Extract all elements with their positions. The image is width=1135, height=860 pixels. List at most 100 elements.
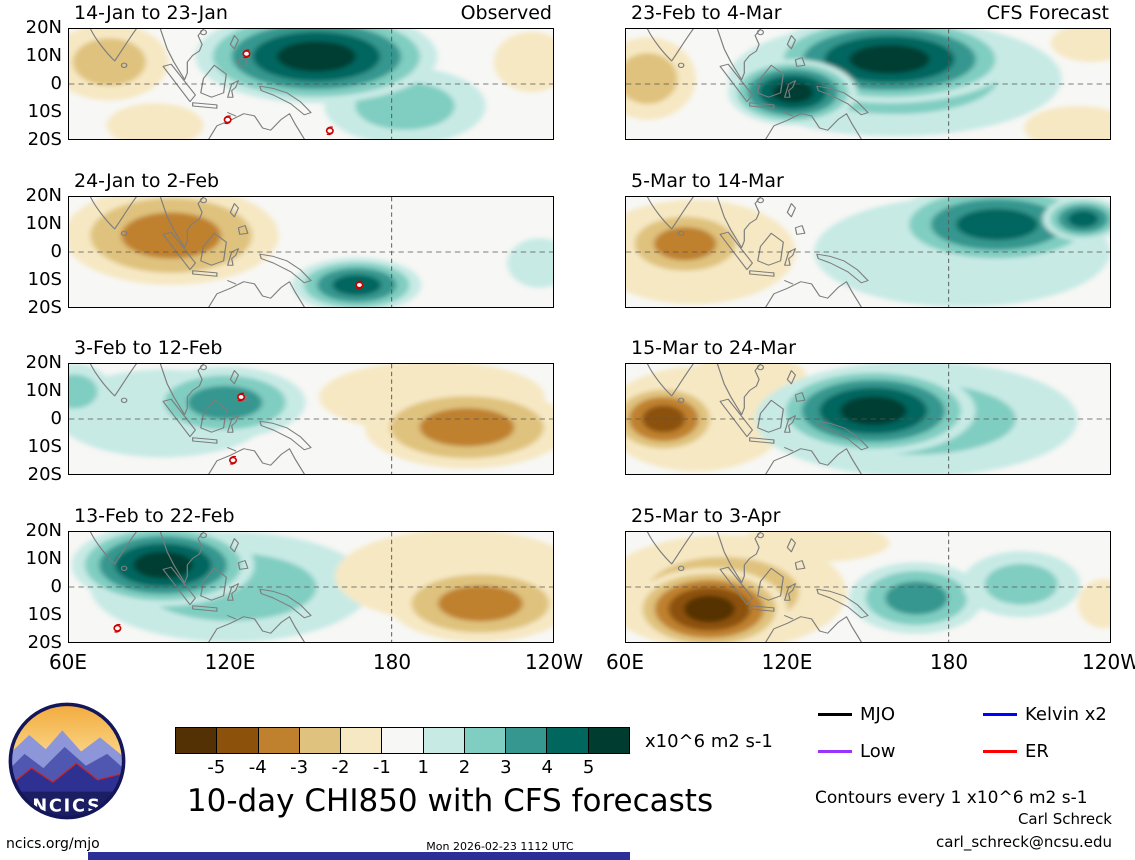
timestamp: Mon 2026-02-23 1112 UTC [426,840,574,853]
y-axis-label: 10S [27,604,62,625]
panel-tag: Observed [460,2,552,24]
legend-label: ER [1025,741,1049,762]
map-panel-4 [68,531,554,643]
map-field [69,29,553,139]
panel-tag: CFS Forecast [986,2,1109,24]
panel-date-range: 15-Mar to 24-Mar [631,337,796,359]
ncics-logo: NCICS [8,702,126,820]
y-axis-label: 20S [27,129,62,150]
map-panel-5 [625,28,1111,140]
map-field [626,532,1110,642]
panel-date-range: 13-Feb to 22-Feb [74,505,235,527]
legend-item: Kelvin x2 [983,704,1135,725]
colorbar-tick-label: -3 [290,757,309,778]
x-axis-label: 180 [929,650,969,674]
x-axis-label: 120W [1082,650,1135,674]
legend-label: Low [860,741,896,762]
colorbar-cell [299,728,342,753]
contour-note: Contours every 1 x10^6 m2 s-1 [815,788,1088,808]
colorbar-tick-label: 2 [458,757,471,778]
colorbar-tick-label: -1 [372,757,391,778]
bottom-blue-bar [88,852,630,860]
panel-date-range: 14-Jan to 23-Jan [74,2,228,24]
panel-date-range: 25-Mar to 3-Apr [631,505,781,527]
panel-title-row: 14-Jan to 23-Jan Observed [68,2,554,24]
x-axis-label: 120W [525,650,583,674]
x-axis-label: 180 [372,650,412,674]
map-panel-2 [68,196,554,308]
legend-item: ER [983,741,1135,762]
panel-title-row: 3-Feb to 12-Feb [68,337,554,359]
logo-ring [8,702,126,820]
legend-line [818,750,852,753]
legend-label: Kelvin x2 [1025,704,1107,725]
y-axis-label: 20N [25,520,62,541]
logo-text: NCICS [32,797,101,817]
map-field [626,364,1110,474]
legend-label: MJO [860,704,896,725]
y-axis-label: 10N [25,45,62,66]
map-panel-8 [625,531,1111,643]
panel-title-row: 15-Mar to 24-Mar [625,337,1111,359]
map-panel-3 [68,363,554,475]
map-field [626,197,1110,307]
map-panel-1 [68,28,554,140]
panel-title-row: 13-Feb to 22-Feb [68,505,554,527]
map-field [69,532,553,642]
x-axis-label: 60E [48,650,88,674]
panel-date-range: 23-Feb to 4-Mar [631,2,782,24]
map-panel-6 [625,196,1111,308]
colorbar-tick-label: -5 [207,757,226,778]
colorbar-tick-label: 4 [541,757,553,778]
y-axis-label: 0 [50,73,62,94]
legend-line [818,713,852,716]
legend: MJO Kelvin x2 Low ER [818,704,1135,762]
y-axis-label: 20N [25,352,62,373]
legend-line [983,750,1017,753]
colorbar-cell [258,728,300,753]
colorbar-cell [382,728,424,753]
colorbar-tick-label: 3 [500,757,512,778]
y-axis-label: 0 [50,576,62,597]
colorbar-cell [464,728,507,753]
y-axis-label: 10N [25,548,62,569]
colorbar-tick-label: -2 [331,757,350,778]
credit-email: carl_schreck@ncsu.edu [936,833,1112,851]
legend-item: MJO [818,704,983,725]
credit-name: Carl Schreck [1017,810,1112,828]
y-axis-label: 20S [27,297,62,318]
chart-title: 10-day CHI850 with CFS forecasts [186,783,714,819]
colorbar-tick-label: -4 [248,757,267,778]
panel-title-row: 23-Feb to 4-Mar CFS Forecast [625,2,1111,24]
y-axis-label: 20S [27,632,62,653]
panel-date-range: 3-Feb to 12-Feb [74,337,223,359]
colorbar-cell [341,728,383,753]
y-axis-label: 0 [50,241,62,262]
colorbar-cell [506,728,548,753]
map-field [69,364,553,474]
map-panel-7 [625,363,1111,475]
y-axis-label: 10N [25,380,62,401]
colorbar-tick-label: 5 [582,757,595,778]
site-url-text: ncics.org/mjo [6,836,100,852]
colorbar [175,727,630,754]
map-field [626,29,1110,139]
y-axis-label: 0 [50,408,62,429]
colorbar-cell [176,728,218,753]
y-axis-label: 10S [27,269,62,290]
y-axis-label: 20N [25,185,62,206]
colorbar-cell [217,728,259,753]
y-axis-label: 10S [27,101,62,122]
legend-line [983,713,1017,716]
legend-item: Low [818,741,983,762]
panel-date-range: 5-Mar to 14-Mar [631,170,784,192]
panel-date-range: 24-Jan to 2-Feb [74,170,220,192]
colorbar-cell [588,728,629,753]
y-axis-label: 10N [25,213,62,234]
colorbar-units-label: x10^6 m2 s-1 [645,731,773,752]
colorbar-cell [547,728,589,753]
x-axis-label: 60E [605,650,645,674]
y-axis-label: 20N [25,17,62,38]
panel-title-row: 25-Mar to 3-Apr [625,505,1111,527]
